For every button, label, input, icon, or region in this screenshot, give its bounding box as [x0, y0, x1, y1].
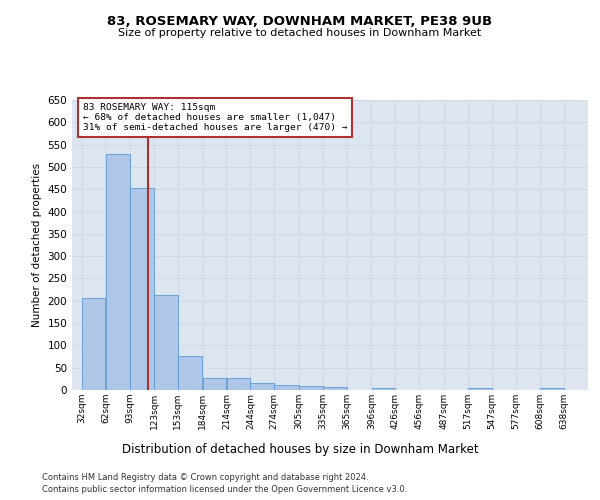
Bar	[82, 298, 106, 390]
Bar	[106, 154, 130, 390]
Text: Distribution of detached houses by size in Downham Market: Distribution of detached houses by size …	[122, 442, 478, 456]
Text: 83, ROSEMARY WAY, DOWNHAM MARKET, PE38 9UB: 83, ROSEMARY WAY, DOWNHAM MARKET, PE38 9…	[107, 15, 493, 28]
Bar	[130, 188, 154, 390]
Text: 83 ROSEMARY WAY: 115sqm
← 68% of detached houses are smaller (1,047)
31% of semi: 83 ROSEMARY WAY: 115sqm ← 68% of detache…	[83, 102, 347, 132]
Bar	[299, 386, 323, 390]
Bar	[203, 378, 226, 390]
Bar	[227, 378, 250, 390]
Bar	[541, 388, 564, 390]
Bar	[468, 388, 491, 390]
Text: Contains HM Land Registry data © Crown copyright and database right 2024.: Contains HM Land Registry data © Crown c…	[42, 472, 368, 482]
Bar	[323, 387, 347, 390]
Y-axis label: Number of detached properties: Number of detached properties	[32, 163, 42, 327]
Text: Size of property relative to detached houses in Downham Market: Size of property relative to detached ho…	[118, 28, 482, 38]
Bar	[274, 385, 299, 390]
Bar	[178, 356, 202, 390]
Bar	[371, 388, 395, 390]
Bar	[250, 384, 274, 390]
Bar	[154, 296, 178, 390]
Text: Contains public sector information licensed under the Open Government Licence v3: Contains public sector information licen…	[42, 485, 407, 494]
